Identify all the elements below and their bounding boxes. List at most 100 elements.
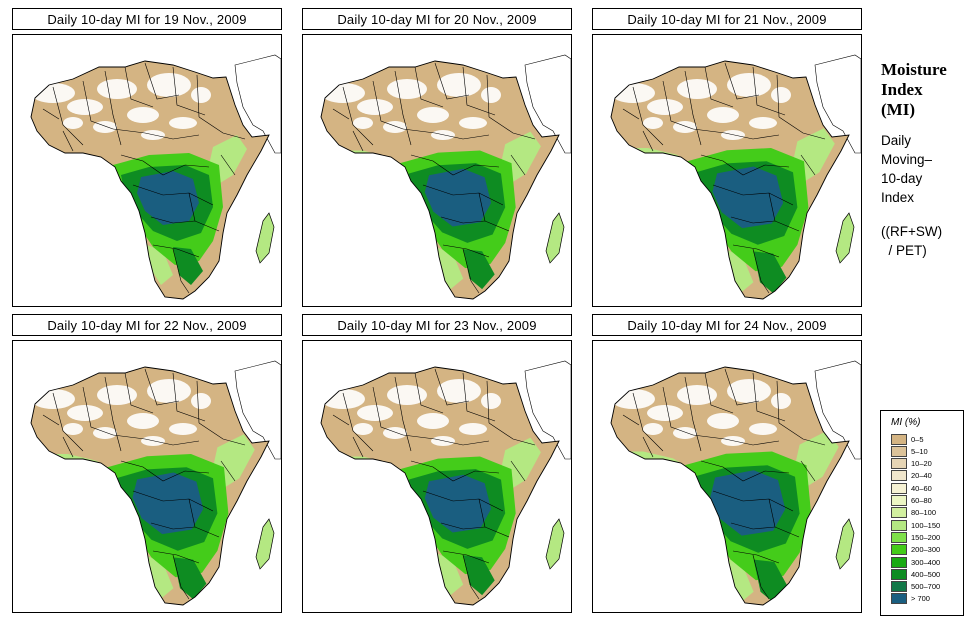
desert-patch	[459, 423, 487, 435]
moisture-overlay	[611, 73, 835, 294]
desert-patch	[321, 389, 365, 409]
moisture-overlay	[321, 379, 541, 596]
country-border	[172, 554, 190, 600]
madagascar	[835, 518, 855, 570]
legend-entry: 40–60	[891, 482, 932, 494]
country-border	[632, 392, 664, 452]
africa-map	[610, 360, 861, 606]
country-border	[700, 460, 790, 482]
country-border	[332, 414, 350, 426]
desert-patch	[169, 423, 197, 435]
desert-patch	[707, 107, 739, 123]
arabia-outline	[814, 360, 861, 460]
country-border	[510, 154, 526, 176]
legend-label: 60–80	[911, 496, 932, 505]
panel-title: Daily 10-day MI for 21 Nov., 2009	[592, 8, 862, 30]
index-title-line: (MI)	[881, 100, 915, 119]
country-border	[730, 216, 800, 232]
desert-patch	[677, 385, 717, 405]
legend-swatch	[891, 458, 907, 470]
country-border	[700, 154, 790, 176]
country-border	[632, 86, 664, 146]
description-line: Moving–	[881, 152, 933, 167]
moisture-region	[712, 166, 784, 229]
desert-patch	[67, 405, 103, 421]
map-frame	[302, 34, 572, 307]
country-border	[82, 386, 114, 436]
country-border	[372, 80, 404, 130]
legend-entry: 200–300	[891, 544, 940, 556]
desert-patch	[357, 405, 393, 421]
country-border	[778, 422, 826, 446]
africa-map	[30, 54, 281, 300]
legend-title: MI (%)	[891, 417, 921, 428]
country-border	[778, 116, 826, 140]
moisture-region	[463, 249, 495, 290]
moisture-region	[173, 557, 207, 600]
country-border	[462, 66, 496, 116]
desert-patch	[387, 385, 427, 405]
country-border	[776, 380, 780, 424]
desert-patch	[63, 423, 83, 435]
country-border	[440, 216, 510, 232]
madagascar	[545, 518, 565, 570]
legend-swatch	[891, 507, 907, 519]
country-border	[442, 244, 490, 258]
country-border	[422, 184, 504, 206]
formula-line: ((RF+SW)	[881, 224, 943, 239]
country-border	[342, 392, 374, 452]
legend-swatch	[891, 568, 907, 580]
legend-label: 80–100	[911, 508, 937, 518]
moisture-overlay	[611, 379, 839, 604]
legend-entry: 300–400	[891, 556, 940, 568]
country-border	[104, 70, 122, 146]
legend-swatch	[891, 593, 907, 605]
country-border	[342, 86, 374, 146]
madagascar	[255, 212, 275, 264]
country-border	[510, 460, 526, 482]
legend-label: 5–10	[911, 446, 928, 456]
country-border	[220, 154, 236, 176]
legend-swatch	[891, 581, 907, 593]
desert-patch	[647, 99, 683, 115]
coastline	[30, 60, 270, 300]
map-panel: Daily 10-day MI for 23 Nov., 2009	[302, 314, 572, 613]
desert-patch	[643, 117, 663, 129]
country-border	[410, 460, 500, 482]
moisture-region	[435, 247, 464, 290]
legend-label: 200–300	[911, 545, 941, 555]
arabia-outline	[234, 360, 281, 460]
legend-label: 500–700	[911, 582, 941, 592]
legend-swatch	[891, 470, 907, 482]
map-panel: Daily 10-day MI for 20 Nov., 2009	[302, 8, 572, 307]
moisture-region	[147, 245, 173, 285]
country-border	[732, 550, 780, 564]
desert-patch	[67, 99, 103, 115]
country-border	[642, 130, 654, 152]
map-frame	[592, 340, 862, 613]
madagascar	[255, 518, 275, 570]
country-border	[152, 244, 200, 258]
country-border	[112, 434, 200, 446]
legend-entry: 150–200	[891, 531, 940, 543]
country-border	[462, 554, 480, 600]
country-border	[800, 154, 816, 176]
desert-patch	[169, 117, 197, 129]
country-border	[144, 368, 180, 406]
desert-patch	[31, 83, 75, 103]
country-border	[486, 380, 490, 424]
arabia-outline	[814, 54, 861, 154]
index-title-line: Index	[881, 80, 923, 99]
country-border	[52, 392, 84, 452]
legend-entry: > 700	[891, 593, 930, 605]
country-border	[692, 434, 780, 446]
desert-patch	[459, 117, 487, 129]
country-border	[62, 130, 74, 152]
coastline	[610, 60, 850, 300]
arabia-outline	[524, 360, 571, 460]
country-border	[684, 70, 702, 146]
country-border	[188, 498, 196, 528]
moisture-overlay	[31, 73, 247, 285]
legend-label: 150–200	[911, 532, 941, 542]
country-border	[800, 460, 816, 482]
